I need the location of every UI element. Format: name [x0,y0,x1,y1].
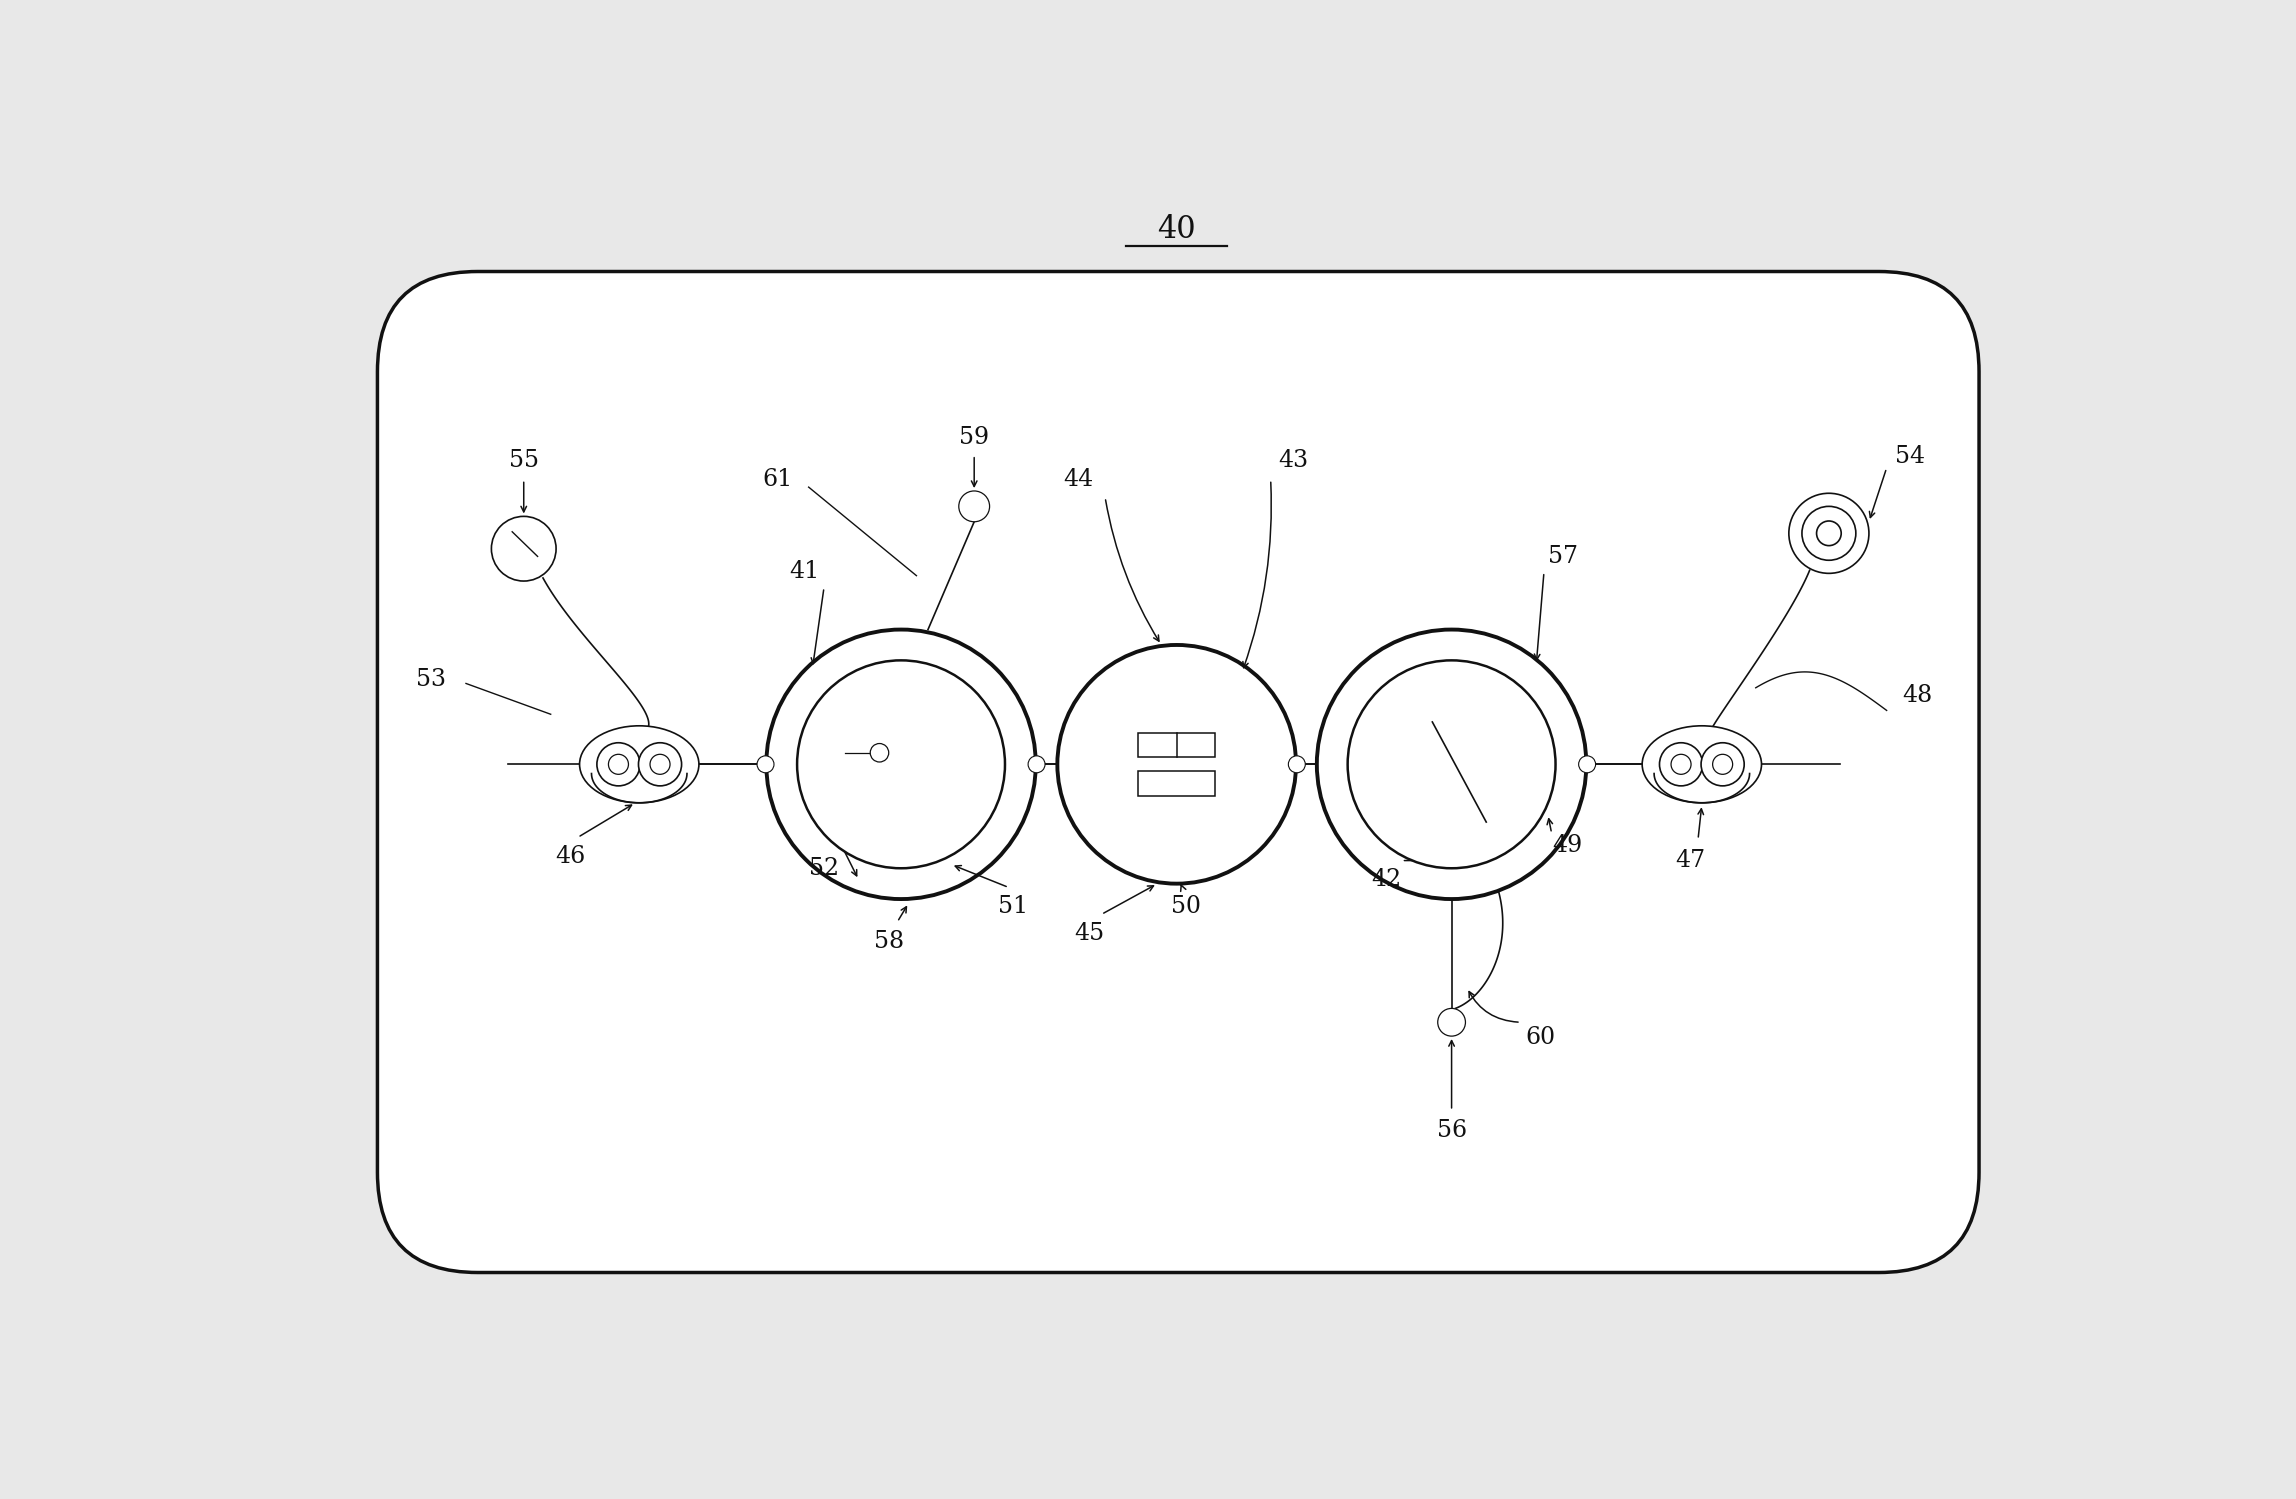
FancyBboxPatch shape [331,217,2018,1303]
Circle shape [1348,661,1557,868]
Text: 50: 50 [1171,895,1201,919]
Circle shape [1437,1009,1465,1036]
Circle shape [1713,754,1733,775]
Circle shape [1580,755,1596,773]
Circle shape [1789,493,1869,573]
Text: 51: 51 [999,895,1029,919]
Circle shape [597,742,641,785]
Text: 59: 59 [960,426,990,448]
Bar [1139,772,1215,796]
Text: 44: 44 [1063,468,1093,490]
Circle shape [608,754,629,775]
Text: 43: 43 [1279,448,1309,472]
Circle shape [870,744,889,761]
Text: 45: 45 [1075,922,1104,946]
Circle shape [1802,507,1855,561]
Circle shape [767,630,1035,899]
Circle shape [1701,742,1745,785]
FancyBboxPatch shape [377,271,1979,1273]
Ellipse shape [1642,726,1761,803]
Circle shape [1671,754,1692,775]
Text: 54: 54 [1894,445,1924,468]
Circle shape [797,661,1006,868]
Circle shape [638,742,682,785]
Text: 58: 58 [875,929,905,953]
Text: 49: 49 [1552,833,1582,856]
Text: 40: 40 [1157,214,1196,244]
Circle shape [960,492,990,522]
Text: 47: 47 [1676,848,1706,872]
Circle shape [1318,630,1587,899]
Text: 61: 61 [762,468,792,490]
Text: 53: 53 [416,669,445,691]
Ellipse shape [579,726,698,803]
Circle shape [650,754,670,775]
Text: 57: 57 [1548,546,1577,568]
Text: 46: 46 [556,845,585,868]
Circle shape [491,516,556,582]
Text: 52: 52 [808,857,838,880]
Text: 60: 60 [1525,1027,1554,1049]
Text: 41: 41 [790,561,820,583]
Circle shape [1029,755,1045,773]
Circle shape [1816,522,1841,546]
Text: 48: 48 [1903,684,1933,706]
Text: 55: 55 [510,448,540,472]
Circle shape [1288,755,1306,773]
Text: 56: 56 [1437,1118,1467,1142]
Circle shape [758,755,774,773]
Bar [1139,733,1215,757]
Circle shape [1058,645,1295,883]
Circle shape [1660,742,1704,785]
Text: 42: 42 [1371,868,1401,892]
